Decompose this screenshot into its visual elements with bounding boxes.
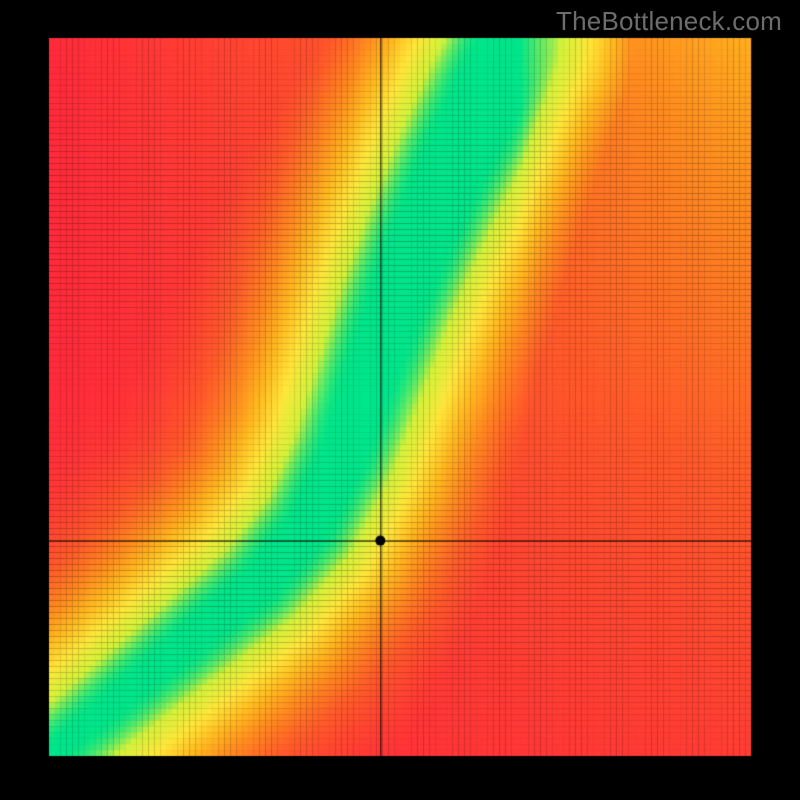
watermark-text: TheBottleneck.com <box>556 6 782 37</box>
heatmap-canvas <box>0 0 800 800</box>
chart-container: TheBottleneck.com <box>0 0 800 800</box>
